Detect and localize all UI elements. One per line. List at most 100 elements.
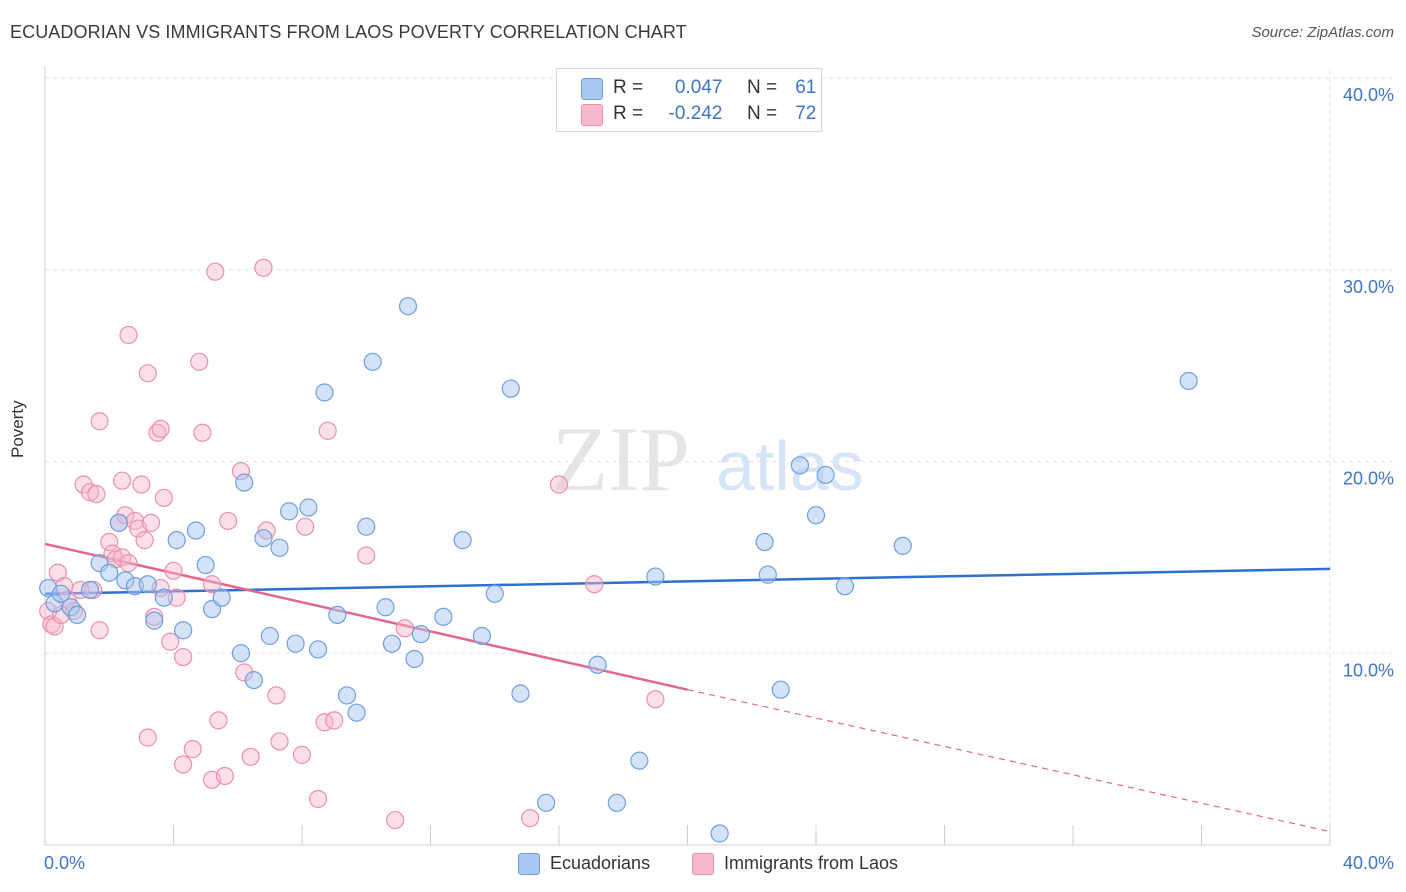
correlation-legend: R = 0.047 N = 61 R = -0.242 N = 72 xyxy=(556,68,822,132)
ecuadorian-point-38 xyxy=(398,297,418,316)
ecuadorians-swatch xyxy=(518,853,540,875)
ecuadorian-point-2 xyxy=(51,584,71,603)
laos-label: Immigrants from Laos xyxy=(724,853,899,873)
laos-point-42 xyxy=(190,352,209,371)
r-value: -0.242 xyxy=(668,103,723,124)
laos-point-23 xyxy=(119,325,138,345)
laos-point-29 xyxy=(138,728,157,747)
ecuadorian-point-41 xyxy=(434,607,453,626)
laos-point-66 xyxy=(520,809,540,828)
laos-point-26 xyxy=(132,475,151,494)
y-tick-label-0: 10.0% xyxy=(1343,660,1394,680)
ecuadorian-point-19 xyxy=(212,588,231,607)
laos-trend-line-extension xyxy=(687,689,1331,833)
laos-point-47 xyxy=(209,711,228,730)
laos-point-37 xyxy=(164,561,183,580)
watermark-zip: ZIP xyxy=(552,408,690,510)
ecuadorian-point-52 xyxy=(710,824,729,843)
ecuadorian-point-27 xyxy=(286,634,305,653)
laos-point-56 xyxy=(270,732,289,751)
x-tick-label-min: 0.0% xyxy=(44,853,85,873)
laos-point-62 xyxy=(325,711,344,730)
ecuadorian-point-26 xyxy=(280,502,299,521)
ecuadorian-point-55 xyxy=(771,680,790,699)
laos-point-14 xyxy=(90,412,109,431)
ecuadorian-point-32 xyxy=(337,686,357,705)
laos-point-34 xyxy=(151,419,170,439)
laos-point-61 xyxy=(318,421,337,440)
ecuadorian-point-14 xyxy=(167,531,186,550)
laos-point-59 xyxy=(308,789,328,809)
laos-swatch xyxy=(581,104,603,126)
ecuadorian-point-4 xyxy=(68,605,87,625)
ecuadorian-point-25 xyxy=(270,538,289,557)
laos-point-10 xyxy=(80,483,100,502)
laos-trend-line xyxy=(44,542,688,691)
n-label: N = xyxy=(746,103,778,124)
ecuadorian-point-53 xyxy=(755,532,774,552)
bottom-legend-ecuadorians: Ecuadorians xyxy=(518,852,678,876)
ecuadorian-point-47 xyxy=(537,793,556,812)
laos-point-43 xyxy=(193,423,212,442)
laos-point-15 xyxy=(100,532,119,552)
ecuadorian-point-17 xyxy=(196,555,215,575)
ecuadorian-point-5 xyxy=(80,580,100,600)
r-label: R = xyxy=(613,103,644,124)
ecuadorian-point-35 xyxy=(363,352,382,371)
n-label: N = xyxy=(746,77,778,98)
ecuadorian-point-15 xyxy=(174,621,193,640)
ecuadorian-point-33 xyxy=(347,703,366,722)
ecuadorian-point-57 xyxy=(806,506,826,525)
tick-labels: 10.0% 20.0% 30.0% 40.0% 0.0% 40.0% xyxy=(44,85,1394,873)
laos-point-30 xyxy=(141,513,161,532)
ecuadorian-point-39 xyxy=(405,649,424,669)
ecuadorian-point-51 xyxy=(646,567,665,586)
laos-swatch xyxy=(692,853,714,875)
laos-point-35 xyxy=(154,488,173,508)
ecuadorian-point-49 xyxy=(607,793,626,812)
bottom-legend-laos: Immigrants from Laos xyxy=(692,852,932,876)
ecuadorian-point-60 xyxy=(893,536,912,555)
ecuadorian-point-23 xyxy=(254,529,273,548)
ecuadorian-point-58 xyxy=(816,465,835,485)
n-value: 72 xyxy=(795,103,817,124)
ecuadorian-point-48 xyxy=(588,655,607,674)
ecuadorian-point-37 xyxy=(382,634,402,653)
laos-point-68 xyxy=(585,575,604,594)
ecuadorian-point-54 xyxy=(758,565,777,584)
laos-point-40 xyxy=(174,755,193,774)
ecuadorians-label: Ecuadorians xyxy=(550,853,651,873)
laos-point-2 xyxy=(45,617,64,636)
legend-laos-text: R = -0.242 N = 72 xyxy=(613,103,816,125)
x-tick-label-max: 40.0% xyxy=(1343,853,1394,873)
ecuadorian-point-12 xyxy=(145,611,164,630)
laos-point-39 xyxy=(174,647,193,667)
laos-point-52 xyxy=(241,747,260,766)
ecuadorian-point-31 xyxy=(328,605,347,625)
laos-point-53 xyxy=(254,258,273,277)
ecuadorian-point-36 xyxy=(376,598,395,617)
laos-point-27 xyxy=(135,531,154,550)
laos-point-44 xyxy=(202,575,222,594)
ecuadorian-point-34 xyxy=(357,517,376,536)
laos-point-46 xyxy=(206,262,225,281)
ecuadorian-point-61 xyxy=(1179,371,1198,391)
ecuadorian-point-8 xyxy=(109,513,128,532)
laos-point-22 xyxy=(119,554,138,573)
ecuadorian-point-43 xyxy=(472,626,491,646)
laos-point-63 xyxy=(357,546,376,565)
laos-point-64 xyxy=(386,810,405,830)
ecuadorian-point-59 xyxy=(835,577,855,596)
laos-point-58 xyxy=(296,517,315,536)
y-tick-label-1: 20.0% xyxy=(1343,469,1394,489)
laos-point-16 xyxy=(103,544,122,563)
ecuadorian-point-21 xyxy=(235,473,254,492)
ecuadorian-point-46 xyxy=(511,684,530,703)
ecuadorian-points xyxy=(39,297,1198,843)
ecuadorian-point-45 xyxy=(501,379,520,398)
laos-point-48 xyxy=(215,766,234,786)
laos-point-41 xyxy=(183,740,202,759)
y-tick-label-2: 30.0% xyxy=(1343,277,1394,297)
ecuadorian-point-28 xyxy=(299,498,318,517)
